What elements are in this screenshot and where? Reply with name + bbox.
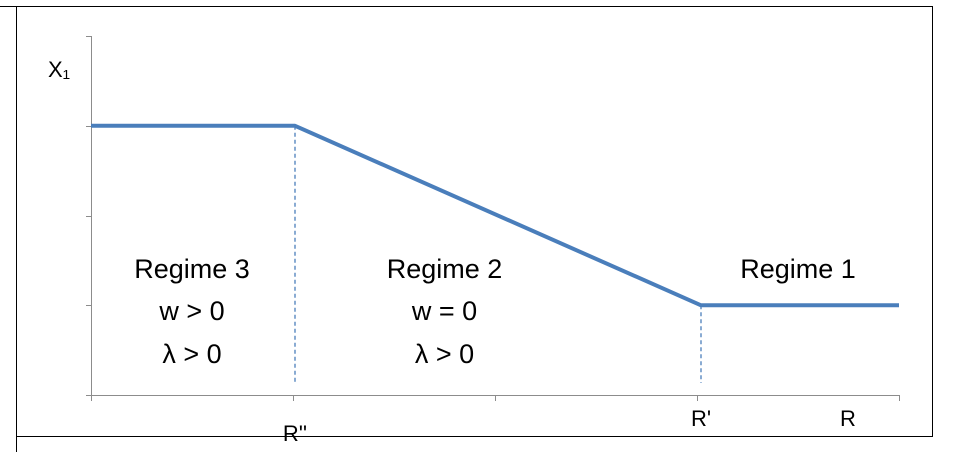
regime-2-w-condition: w = 0 — [411, 296, 477, 326]
regime-dividers — [294, 125, 702, 383]
series-line — [91, 123, 899, 308]
regime-1-title: Regime 1 — [740, 254, 856, 284]
regime-3-title: Regime 3 — [134, 254, 250, 284]
regime-2-title: Regime 2 — [387, 254, 503, 284]
y-axis-label: X₁ — [48, 57, 70, 82]
x-tick-label-r-double-prime: R'' — [283, 421, 307, 446]
regime-3-lambda-condition: λ > 0 — [162, 339, 221, 369]
regime-3-w-condition: w > 0 — [158, 296, 224, 326]
regime-annotations: Regime 3 w > 0 λ > 0 Regime 2 w = 0 λ > … — [134, 254, 856, 369]
x-tick-label-r-prime: R' — [691, 406, 711, 431]
x-ticks — [91, 395, 900, 401]
x-axis-label: R — [840, 406, 856, 431]
y-ticks — [86, 36, 91, 396]
regime-2-lambda-condition: λ > 0 — [415, 339, 474, 369]
